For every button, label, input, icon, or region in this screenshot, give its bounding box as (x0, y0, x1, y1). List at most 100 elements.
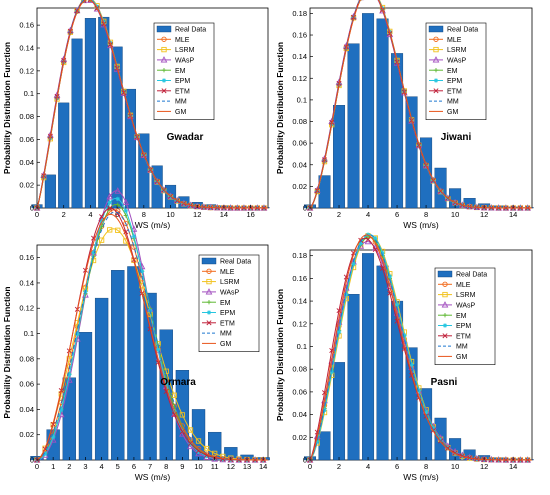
marker-epm (132, 234, 136, 238)
x-tick-label: 2 (67, 462, 71, 471)
legend-label: Real Data (175, 27, 206, 34)
bar (333, 362, 345, 460)
x-tick-label: 8 (424, 210, 428, 219)
legend-label: MM (220, 331, 232, 338)
x-tick-label: 10 (166, 210, 174, 219)
legend-label: MM (175, 99, 187, 106)
x-tick-label: 0 (308, 462, 312, 471)
legend-swatch (157, 26, 171, 32)
legend-label: EPM (220, 310, 235, 317)
bar (362, 13, 374, 208)
legend-swatch (438, 271, 452, 277)
bar (333, 105, 345, 208)
y-tick-label: 0 (303, 204, 307, 213)
y-tick-label: 0.12 (19, 304, 34, 313)
legend-label: MLE (175, 37, 190, 44)
legend-label: GM (447, 109, 458, 116)
marker-epm (116, 197, 120, 201)
legend-label: ETM (175, 88, 190, 95)
x-tick-label: 6 (395, 210, 399, 219)
bar (45, 175, 56, 208)
x-tick-label: 1 (51, 462, 55, 471)
y-tick-label: 0 (30, 456, 34, 465)
y-tick-label: 0.06 (19, 380, 34, 389)
x-axis-label: WS (m/s) (135, 472, 171, 482)
bar (377, 19, 389, 208)
legend-label: MLE (220, 269, 235, 276)
legend-label: MLE (456, 282, 471, 289)
y-tick-label: 0.02 (292, 433, 307, 442)
legend-label: LSRM (447, 47, 467, 54)
legend-label: LSRM (175, 47, 195, 54)
marker-epm (344, 292, 348, 296)
y-tick-label: 0.04 (292, 160, 307, 169)
x-tick-label: 7 (148, 462, 152, 471)
y-tick-label: 0.1 (24, 89, 34, 98)
legend: Real Data MLE LSRM WAsP EM EPM ETM MM GM (199, 255, 259, 352)
bar (58, 103, 69, 208)
y-tick-label: 0.14 (19, 44, 34, 53)
y-tick-label: 0.04 (19, 405, 34, 414)
y-tick-label: 0.1 (297, 95, 307, 104)
x-tick-label: 9 (180, 462, 184, 471)
x-axis-label: WS (m/s) (135, 220, 171, 230)
y-tick-label: 0.16 (292, 274, 307, 283)
legend-label: Real Data (220, 259, 251, 266)
legend-label: EM (456, 313, 467, 320)
x-tick-label: 2 (337, 210, 341, 219)
y-axis-label: Probability Distribution Function (275, 289, 285, 421)
x-tick-label: 0 (308, 210, 312, 219)
x-tick-label: 4 (88, 210, 92, 219)
x-tick-label: 12 (193, 210, 201, 219)
x-tick-label: 14 (509, 210, 517, 219)
bar (125, 89, 136, 208)
legend-label: EM (447, 68, 458, 75)
bar (98, 17, 109, 208)
legend-label: ETM (220, 320, 235, 327)
legend-label: GM (220, 341, 231, 348)
y-tick-label: 0.12 (19, 66, 34, 75)
legend-label: EM (220, 300, 231, 307)
y-axis-label: Probability Distribution Function (275, 42, 285, 174)
station-title: Gwadar (167, 132, 204, 143)
legend-marker (443, 323, 447, 327)
y-tick-label: 0 (303, 456, 307, 465)
legend-label: WAsP (447, 58, 467, 65)
bar (319, 432, 331, 460)
y-tick-label: 0.06 (19, 135, 34, 144)
legend-label: LSRM (456, 292, 476, 299)
marker-epm (124, 209, 128, 213)
legend-label: WAsP (220, 290, 240, 297)
x-tick-label: 11 (211, 462, 219, 471)
legend-marker (207, 310, 211, 314)
y-tick-label: 0.1 (24, 329, 34, 338)
x-tick-label: 12 (227, 462, 235, 471)
legend-label: EM (175, 68, 186, 75)
legend-label: MM (456, 344, 468, 351)
x-axis-label: WS (m/s) (403, 220, 439, 230)
y-tick-label: 0.02 (19, 430, 34, 439)
y-tick-label: 0.18 (292, 9, 307, 18)
bar (72, 39, 83, 208)
bar (348, 44, 360, 208)
bar (144, 293, 157, 460)
x-tick-label: 10 (194, 462, 202, 471)
y-tick-label: 0.14 (19, 278, 34, 287)
y-tick-label: 0.16 (19, 253, 34, 262)
bar (79, 332, 92, 460)
legend-label: LSRM (220, 279, 240, 286)
x-tick-label: 4 (366, 462, 370, 471)
x-tick-label: 3 (83, 462, 87, 471)
x-tick-label: 14 (220, 210, 228, 219)
bar (406, 97, 418, 208)
bar (127, 267, 140, 461)
x-axis-label: WS (m/s) (403, 472, 439, 482)
x-tick-label: 6 (132, 462, 136, 471)
